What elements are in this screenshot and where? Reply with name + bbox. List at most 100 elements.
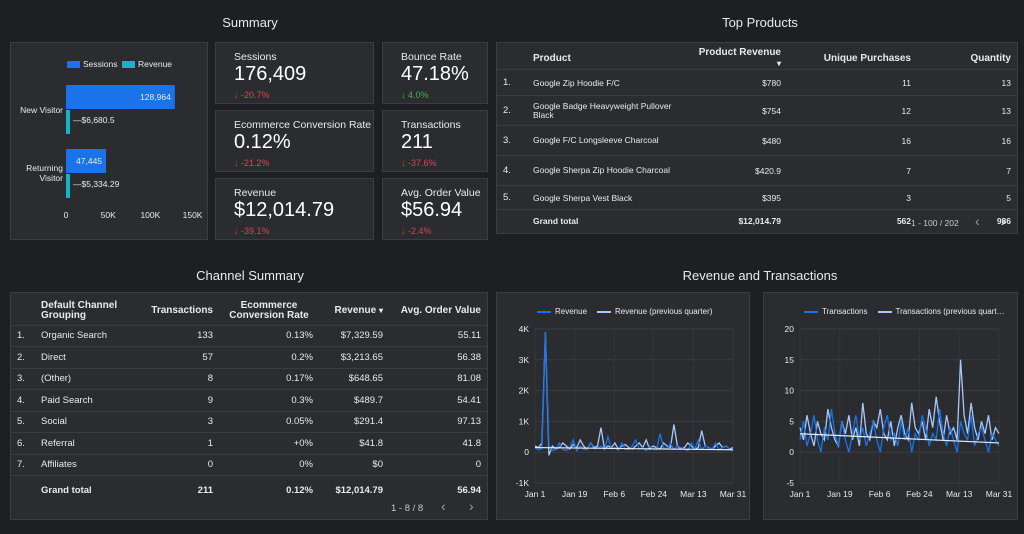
table-row[interactable]: 1. Google Zip Hoodie F/C $780 11 13 xyxy=(497,69,1017,96)
legend-swatch-icon xyxy=(122,61,135,68)
col-unique-purchases[interactable]: Unique Purchases xyxy=(823,52,911,64)
channel-summary-title: Channel Summary xyxy=(196,268,304,283)
revenue-bar xyxy=(66,110,70,134)
kpi-delta: ↓ -2.4% xyxy=(401,226,432,236)
col-avg-order-value[interactable]: Avg. Order Value xyxy=(400,305,481,317)
kpi-value: 0.12% xyxy=(234,131,291,153)
kpi-label: Sessions xyxy=(234,51,277,63)
kpi-label: Revenue xyxy=(234,187,277,199)
kpi-conversion-rate[interactable]: Ecommerce Conversion Rate 0.12% ↓ -21.2% xyxy=(215,110,374,172)
revenue-bar xyxy=(66,174,70,198)
table-row[interactable]: 3. Google F/C Longsleeve Charcoal $480 1… xyxy=(497,125,1017,156)
table-row[interactable]: 1. Organic Search 133 0.13% $7,329.59 55.11 xyxy=(11,324,487,347)
sessions-bar xyxy=(66,85,175,109)
summary-title: Summary xyxy=(222,15,278,30)
table-row[interactable]: 2. Direct 57 0.2% $3,213.65 56.38 xyxy=(11,346,487,368)
x-tick-label: Jan 19 xyxy=(827,489,853,499)
sort-desc-icon: ▾ xyxy=(776,59,781,68)
table-row[interactable]: 5. Social 3 0.05% $291.4 97.13 xyxy=(11,410,487,433)
y-tick-label: 1K xyxy=(519,416,530,426)
y-tick-label: 0 xyxy=(789,447,794,457)
legend-swatch-icon xyxy=(67,61,80,68)
legend-swatch-icon xyxy=(537,310,551,313)
col-revenue[interactable]: Revenue ▾ xyxy=(334,305,383,317)
kpi-delta: ↓ 4.0% xyxy=(401,90,429,100)
legend-item[interactable]: Revenue xyxy=(537,307,587,316)
kpi-value: 47.18% xyxy=(401,63,469,85)
y-tick-label: 15 xyxy=(785,355,795,365)
next-page-icon[interactable]: › xyxy=(1001,213,1006,229)
table-row[interactable]: 6. Referral 1 +0% $41.8 41.8 xyxy=(11,432,487,454)
kpi-delta: ↓ -21.2% xyxy=(234,158,270,168)
y-tick-label: 4K xyxy=(519,324,530,334)
x-tick-label: Mar 13 xyxy=(946,489,973,499)
visitor-type-chart: Sessions Revenue New Visitor 128,964 —$6,680… xyxy=(10,42,208,240)
legend-item[interactable]: Transactions xyxy=(804,307,868,316)
data-label: 128,964 xyxy=(140,92,171,102)
legend-swatch-icon xyxy=(804,310,818,313)
x-tick-label: Mar 13 xyxy=(680,489,707,499)
x-tick-label: Jan 1 xyxy=(790,489,811,499)
x-tick-label: 100K xyxy=(140,210,160,220)
x-tick-label: Feb 6 xyxy=(603,489,625,499)
col-product[interactable]: Product xyxy=(533,52,571,64)
y-tick-label: -5 xyxy=(786,478,794,488)
next-page-icon[interactable]: › xyxy=(469,498,474,514)
revenue-chart-card: Revenue Revenue (previous quarter) 4K 3K 2… xyxy=(496,292,750,520)
table-row[interactable]: 2. Google Badge Heavyweight Pullover Bla… xyxy=(497,95,1017,126)
y-tick-label: 2K xyxy=(519,386,530,396)
col-product-revenue[interactable]: Product Revenue ▾ xyxy=(698,47,781,68)
x-tick-label: Feb 6 xyxy=(869,489,891,499)
x-tick-label: Feb 24 xyxy=(906,489,933,499)
transactions-chart-card: Transactions Transactions (previous quar… xyxy=(763,292,1018,520)
y-tick-label: 0 xyxy=(524,447,529,457)
series-line xyxy=(799,409,1000,453)
kpi-transactions[interactable]: Transactions 211 ↓ -37.6% xyxy=(382,110,488,172)
kpi-avg-order-value[interactable]: Avg. Order Value $56.94 ↓ -2.4% xyxy=(382,178,488,240)
grand-total-row: Grand total $12,014.79 562 986 xyxy=(497,209,1017,232)
category-label: Returning xyxy=(26,163,63,173)
y-tick-label: 3K xyxy=(519,355,530,365)
col-conversion-rate[interactable]: Ecommerce Conversion Rate xyxy=(229,299,309,321)
kpi-value: $12,014.79 xyxy=(234,199,335,221)
col-channel[interactable]: Default Channel Grouping xyxy=(41,299,118,321)
kpi-label: Ecommerce Conversion Rate xyxy=(234,119,372,131)
table-row[interactable]: 5. Google Sherpa Vest Black $395 3 5 xyxy=(497,185,1017,210)
prev-page-icon[interactable]: ‹ xyxy=(975,213,980,229)
y-tick-label: -1K xyxy=(516,478,530,488)
legend-swatch-icon xyxy=(877,310,892,313)
visitor-bar-chart: Sessions Revenue New Visitor 128,964 —$6,680… xyxy=(20,59,203,220)
kpi-value: $56.94 xyxy=(401,199,463,221)
col-quantity[interactable]: Quantity xyxy=(970,52,1011,64)
table-row[interactable]: 4. Google Sherpa Zip Hoodie Charcoal $42… xyxy=(497,155,1017,186)
legend-item[interactable]: Revenue (previous quarter) xyxy=(597,307,712,316)
table-row[interactable]: 3. (Other) 8 0.17% $648.65 81.08 xyxy=(11,367,487,390)
x-tick-label: Jan 19 xyxy=(562,489,588,499)
col-transactions[interactable]: Transactions xyxy=(151,305,213,317)
series-line xyxy=(534,332,734,456)
grand-total-row: Grand total 211 0.12% $12,014.79 56.94 xyxy=(11,475,487,506)
x-tick-label: Mar 31 xyxy=(986,489,1013,499)
prev-page-icon[interactable]: ‹ xyxy=(441,498,446,514)
category-label: New Visitor xyxy=(20,105,63,115)
category-label: Visitor xyxy=(40,173,64,183)
kpi-bounce-rate[interactable]: Bounce Rate 47.18% ↓ 4.0% xyxy=(382,42,488,104)
kpi-label: Avg. Order Value xyxy=(401,187,481,199)
pagination-label: 1 - 8 / 8 xyxy=(391,503,424,514)
x-tick-label: Mar 31 xyxy=(720,489,747,499)
x-tick-label: Feb 24 xyxy=(641,489,668,499)
legend-item[interactable]: Transactions (previous quart… xyxy=(877,307,1005,316)
kpi-delta: ↓ -39.1% xyxy=(234,226,270,236)
y-tick-label: 20 xyxy=(785,324,795,334)
kpi-delta: ↓ -20.7% xyxy=(234,90,270,100)
data-label: —$5,334.29 xyxy=(73,179,120,189)
kpi-sessions[interactable]: Sessions 176,409 ↓ -20.7% xyxy=(215,42,374,104)
table-row[interactable]: 7. Affiliates 0 0% $0 0 xyxy=(11,453,487,476)
table-row[interactable]: 4. Paid Search 9 0.3% $489.7 54.41 xyxy=(11,389,487,411)
channel-summary-table: Default Channel Grouping Transactions Ec… xyxy=(10,292,488,520)
kpi-label: Transactions xyxy=(401,119,461,131)
trend-line xyxy=(799,433,1000,444)
kpi-revenue[interactable]: Revenue $12,014.79 ↓ -39.1% xyxy=(215,178,374,240)
